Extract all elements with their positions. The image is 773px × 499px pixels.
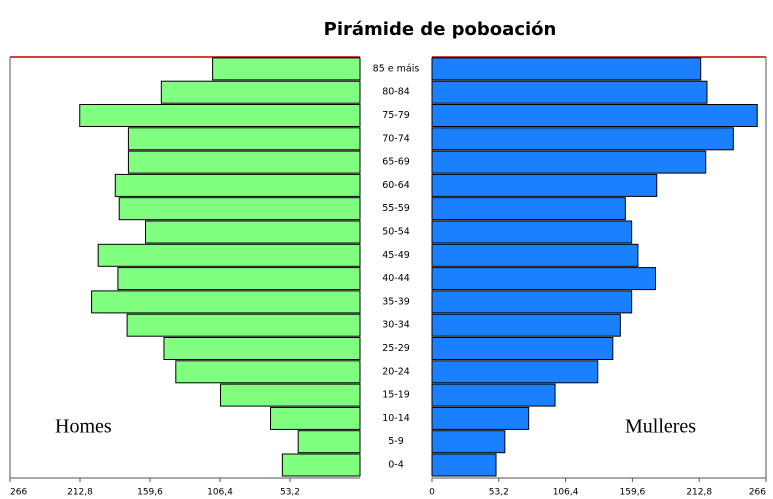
bar (79, 104, 361, 127)
bar (431, 57, 702, 81)
bar (431, 127, 734, 151)
category-label: 25-29 (382, 343, 410, 354)
category-label: 35-39 (382, 296, 410, 307)
category-label: 60-64 (382, 180, 410, 191)
category-label: 5-9 (388, 436, 404, 447)
category-label: 55-59 (382, 203, 410, 214)
x-tick-label: 212,8 (686, 488, 712, 498)
bar (431, 220, 633, 244)
category-label: 70-74 (382, 133, 410, 144)
bar (270, 406, 361, 430)
legend-label: Mulleres (625, 416, 696, 438)
bar (431, 104, 758, 127)
x-tick-label: 0 (429, 488, 435, 498)
category-label: 40-44 (382, 273, 410, 284)
bar (431, 267, 657, 291)
category-label: 20-24 (382, 366, 410, 377)
category-label: 75-79 (382, 110, 410, 121)
bar (91, 290, 361, 314)
bar (431, 383, 556, 407)
x-tick-label: 53,2 (489, 488, 509, 498)
bar (431, 360, 599, 384)
bar (431, 337, 614, 360)
bar (117, 267, 361, 291)
bar (431, 243, 639, 267)
category-label: 80-84 (382, 87, 410, 98)
bar (118, 197, 361, 221)
bar (212, 57, 361, 81)
bar (281, 453, 361, 477)
bar (431, 150, 707, 174)
category-label: 30-34 (382, 320, 410, 331)
bar (431, 80, 708, 104)
category-label: 50-54 (382, 227, 410, 238)
bar (431, 406, 530, 430)
chart-title: Pirámide de poboación (324, 19, 557, 40)
bar (127, 127, 361, 151)
bar (431, 430, 506, 454)
bar (431, 453, 497, 477)
x-tick-label: 159,6 (137, 488, 163, 498)
category-label: 10-14 (382, 413, 410, 424)
legend-label: Homes (55, 416, 112, 438)
bar (160, 80, 361, 104)
bar (431, 290, 633, 314)
category-label: 15-19 (382, 390, 410, 401)
category-label: 45-49 (382, 250, 410, 261)
bar (126, 313, 361, 337)
x-tick-label: 159,6 (620, 488, 646, 498)
x-tick-label: 212,8 (67, 488, 93, 498)
bar (431, 313, 621, 337)
bar (114, 173, 361, 197)
bar (431, 173, 658, 197)
x-tick-label: 106,4 (553, 488, 579, 498)
bar (297, 430, 361, 454)
x-tick-label: 53,2 (280, 488, 300, 498)
category-label: 65-69 (382, 157, 410, 168)
bar (163, 337, 361, 360)
category-label: 0-4 (388, 460, 404, 471)
x-tick-label: 266 (749, 488, 766, 498)
bar (127, 150, 361, 174)
x-tick-label: 106,4 (207, 488, 233, 498)
bar (220, 383, 361, 407)
x-tick-label: 266 (10, 488, 27, 498)
category-label: 85 e máis (373, 63, 420, 74)
bar (431, 197, 626, 221)
bar (175, 360, 361, 384)
bar (145, 220, 361, 244)
bar (97, 243, 361, 267)
